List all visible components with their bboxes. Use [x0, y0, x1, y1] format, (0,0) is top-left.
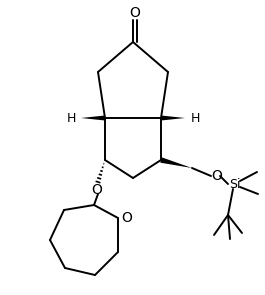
- Text: O: O: [130, 6, 140, 20]
- Text: O: O: [211, 169, 222, 183]
- Text: H: H: [190, 112, 200, 124]
- Text: O: O: [122, 211, 132, 225]
- Polygon shape: [161, 116, 185, 120]
- Text: H: H: [66, 112, 76, 124]
- Polygon shape: [160, 157, 192, 168]
- Text: Si: Si: [229, 178, 241, 191]
- Polygon shape: [81, 116, 105, 120]
- Text: O: O: [92, 183, 103, 197]
